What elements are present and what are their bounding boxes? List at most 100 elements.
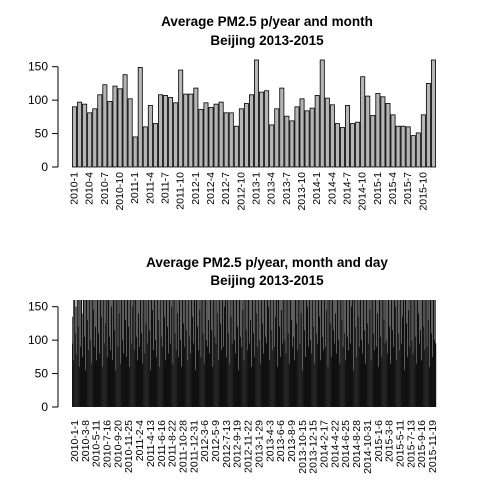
chart-2-bars xyxy=(72,300,437,408)
chart-2-bar xyxy=(396,360,397,407)
chart-1-bar xyxy=(279,87,285,168)
chart-2-bar xyxy=(244,300,246,407)
chart-2-bar xyxy=(207,300,209,407)
chart-2-bar xyxy=(305,356,307,407)
chart-2-bar xyxy=(400,300,401,407)
chart-2-bar xyxy=(266,343,268,407)
chart-2-bar xyxy=(108,300,110,407)
chart-2-bar xyxy=(235,300,237,407)
chart-2-bar xyxy=(128,300,130,407)
chart-2-bar xyxy=(360,340,362,408)
chart-2-bar xyxy=(216,300,218,407)
chart-2-bar xyxy=(332,300,334,407)
chart-2-bar xyxy=(179,300,181,407)
chart-2-bar xyxy=(414,336,416,407)
chart-2-bar xyxy=(85,370,87,407)
chart-1-bar xyxy=(178,69,184,168)
chart-1-bar xyxy=(410,135,416,168)
chart-1-bar xyxy=(360,76,366,168)
chart-2-bar xyxy=(169,300,171,407)
chart-2-bar xyxy=(109,350,111,407)
chart-2-bar xyxy=(210,300,212,407)
chart-2-bar xyxy=(98,300,100,407)
chart-2-bar xyxy=(429,366,430,408)
chart-2-bar xyxy=(193,343,195,407)
chart-2-x-tick-label: 2013-10-15 xyxy=(297,420,309,474)
chart-2-bar xyxy=(270,300,272,407)
chart-2-x-tick-label: 2011-12-31 xyxy=(188,420,200,473)
chart-1-bar xyxy=(248,94,254,168)
chart-2-bar xyxy=(266,300,268,407)
chart-2-bar xyxy=(339,363,341,407)
chart-2-bar xyxy=(380,336,382,407)
chart-2-bar xyxy=(112,300,114,407)
chart-1-x-tick-label: 2015-4 xyxy=(387,172,399,205)
chart-2-bar xyxy=(271,330,272,407)
chart-2-bar xyxy=(291,300,293,407)
chart-2-bar xyxy=(118,300,119,407)
chart-2-bar xyxy=(196,300,198,407)
chart-1-bar xyxy=(365,95,371,168)
chart-2-bar xyxy=(324,300,325,407)
chart-2-bar xyxy=(235,300,237,407)
chart-2-bar xyxy=(299,300,300,407)
chart-2-bar xyxy=(79,300,80,407)
chart-2-bar xyxy=(315,300,317,407)
chart-2-bar xyxy=(104,343,105,407)
chart-2-bar xyxy=(397,300,398,407)
chart-2-bar xyxy=(361,353,363,407)
chart-2-bar xyxy=(76,353,77,407)
chart-2-bar xyxy=(231,300,232,407)
chart-2-bar xyxy=(352,300,354,407)
chart-2-bar xyxy=(418,343,420,407)
chart-2-bar xyxy=(345,300,347,407)
chart-2-bar xyxy=(388,300,390,407)
chart-2-x-tick-label: 2013-8-9 xyxy=(286,420,298,462)
chart-2-bar xyxy=(423,326,425,407)
chart-2-bar xyxy=(186,330,187,407)
chart-2-bar xyxy=(138,313,140,408)
chart-2-bar xyxy=(327,300,328,407)
chart-2-bar xyxy=(146,300,147,407)
chart-2-bar xyxy=(119,300,121,407)
chart-2-bar xyxy=(268,300,270,407)
chart-2-bar xyxy=(125,300,127,407)
chart-2-bar xyxy=(245,330,247,407)
chart-2-bar xyxy=(412,353,414,407)
chart-2-bar xyxy=(248,343,250,407)
chart-2-bar xyxy=(91,363,92,407)
chart-2-bar xyxy=(331,300,332,407)
chart-2-bar xyxy=(385,300,387,407)
chart-1-title: Average PM2.5 p/year and month xyxy=(161,14,373,29)
chart-2-bar xyxy=(165,300,167,407)
chart-2-bar xyxy=(228,333,229,407)
chart-2-bar xyxy=(162,346,163,407)
chart-2-bar xyxy=(414,300,415,407)
chart-2-bar xyxy=(359,300,360,407)
chart-2-bar xyxy=(128,326,129,407)
chart-2-bar xyxy=(389,326,391,407)
chart-1-bar xyxy=(107,101,113,168)
chart-1-bar xyxy=(92,108,98,168)
chart-1-bar xyxy=(329,104,335,168)
chart-2-bar xyxy=(177,313,178,408)
chart-2-bar xyxy=(161,300,163,407)
chart-2-bar xyxy=(95,300,97,407)
chart-2-bar xyxy=(151,310,153,407)
chart-2-bar xyxy=(342,300,343,407)
chart-2-bar xyxy=(140,300,142,407)
chart-2-bar xyxy=(358,300,359,407)
chart-2-bar xyxy=(160,300,162,407)
chart-2-bar xyxy=(420,300,422,407)
chart-2-bar xyxy=(286,300,287,407)
chart-2-bar xyxy=(288,363,290,407)
chart-2-bar xyxy=(284,300,285,407)
chart-1-bar xyxy=(97,94,103,168)
chart-2-bar xyxy=(193,300,195,407)
chart-1-x-tick-label: 2011-7 xyxy=(160,172,172,204)
chart-2-bar xyxy=(192,300,194,407)
chart-2-bar xyxy=(100,300,101,407)
chart-1-bar xyxy=(269,124,275,168)
chart-2-bar xyxy=(109,300,111,407)
chart-2-bar xyxy=(185,300,186,407)
